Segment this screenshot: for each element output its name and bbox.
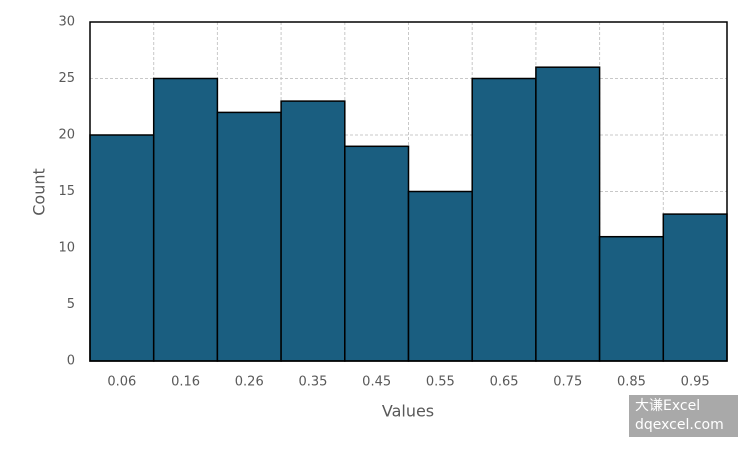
- bar: [89, 134, 155, 362]
- watermark-line: 大谦Excel: [635, 398, 700, 414]
- y-tick-label: 20: [58, 128, 75, 143]
- y-tick-label: 10: [58, 241, 75, 256]
- plot-border: [89, 21, 728, 362]
- bar: [407, 190, 473, 362]
- x-tick-label: 0.95: [681, 375, 710, 390]
- watermark-line: dqexcel.com: [635, 417, 724, 433]
- y-tick-label: 25: [58, 71, 75, 86]
- bar: [280, 100, 346, 362]
- x-tick-label: 0.85: [617, 375, 646, 390]
- y-tick-label: 30: [58, 15, 75, 30]
- watermark-box: [629, 395, 738, 437]
- x-tick-label: 0.55: [426, 375, 455, 390]
- x-tick-label: 0.06: [107, 375, 136, 390]
- bar: [216, 111, 282, 362]
- bar: [344, 145, 410, 362]
- x-tick-label: 0.75: [553, 375, 582, 390]
- y-axis-label: Count: [30, 168, 49, 216]
- x-tick-label: 0.65: [490, 375, 519, 390]
- watermark: 大谦Excel dqexcel.com: [629, 395, 738, 437]
- bar: [535, 66, 601, 362]
- bar: [152, 77, 219, 362]
- bar: [471, 77, 537, 362]
- x-tick-label: 0.35: [298, 375, 327, 390]
- x-tick-label: 0.26: [235, 375, 264, 390]
- y-tick-label: 0: [67, 354, 75, 369]
- y-tick-label: 15: [58, 184, 75, 199]
- x-axis-label: Values: [382, 402, 434, 421]
- x-tick-label: 0.16: [171, 375, 200, 390]
- x-tick-label: 0.45: [362, 375, 391, 390]
- y-tick-label: 5: [67, 297, 75, 312]
- bar: [662, 213, 728, 362]
- bar: [598, 235, 665, 362]
